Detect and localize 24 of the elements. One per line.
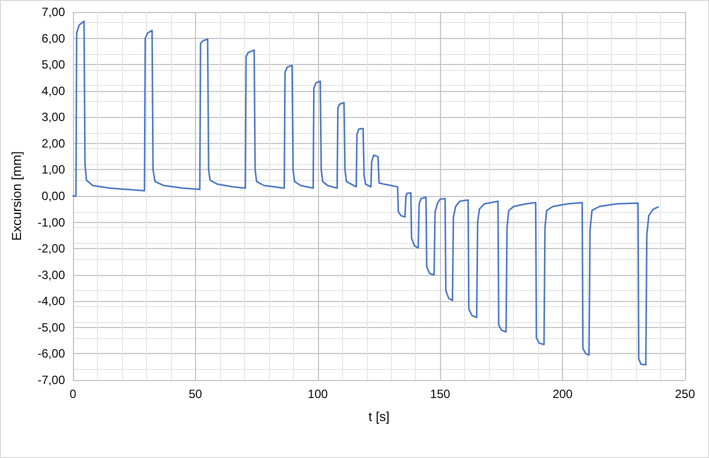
y-tick-label: 0,00 xyxy=(42,189,66,203)
x-tick-label: 50 xyxy=(188,387,202,401)
y-tick-label: -5,00 xyxy=(38,320,66,334)
x-tick-label: 0 xyxy=(70,387,77,401)
y-tick-label: 1,00 xyxy=(42,162,66,177)
x-tick-label: 200 xyxy=(552,387,573,401)
x-tick-label: 100 xyxy=(308,387,328,401)
y-tick-label: 5,00 xyxy=(42,58,66,72)
x-axis-title: t [s] xyxy=(368,409,390,424)
y-axis-title: Excursion [mm] xyxy=(9,151,24,241)
y-tick-label: -7,00 xyxy=(38,373,66,387)
y-tick-label: -6,00 xyxy=(38,346,66,361)
y-tick-label: -2,00 xyxy=(38,242,66,256)
y-tick-label: 7,00 xyxy=(42,5,66,19)
y-tick-label: 4,00 xyxy=(42,84,66,98)
line-series xyxy=(72,20,659,366)
y-tick-label: -1,00 xyxy=(38,215,66,230)
x-tick-label: 250 xyxy=(674,387,696,401)
y-tick-label: 6,00 xyxy=(42,31,66,46)
y-tick-label: -4,00 xyxy=(38,294,66,308)
y-tick-label: 2,00 xyxy=(42,136,66,150)
x-tick-label: 150 xyxy=(430,387,451,401)
y-tick-label: -3,00 xyxy=(38,268,66,282)
y-tick-label: 3,00 xyxy=(42,110,66,124)
